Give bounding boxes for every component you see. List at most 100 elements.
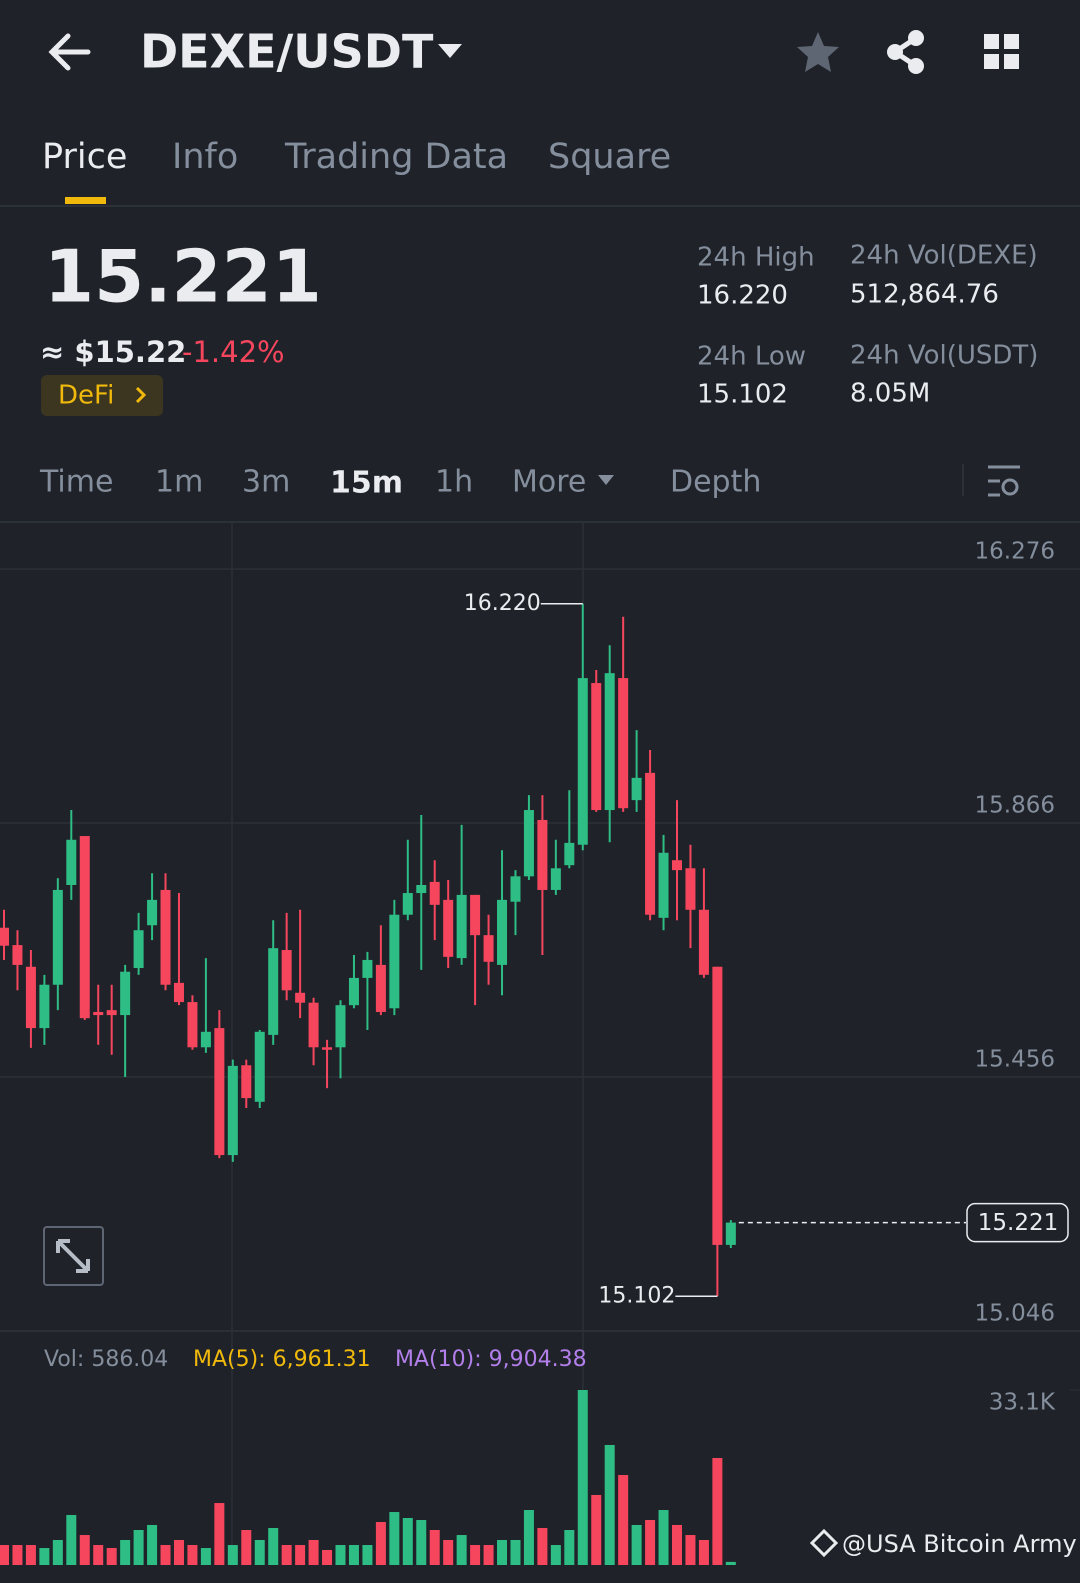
candle-body [537,819,548,890]
volume-bar [416,1520,427,1565]
y-tick-label: 33.1K [989,1390,1056,1416]
volume-bar [510,1539,521,1565]
candle-body [362,959,373,978]
interval-tab[interactable]: 1h [435,465,473,500]
candle-body [160,889,171,985]
interval-tab[interactable]: Depth [670,465,761,500]
annotation-label: 16.220 [464,591,541,616]
volume-bar [631,1524,642,1565]
candle-body [685,868,696,910]
volume-bar [52,1539,63,1565]
interval-tab[interactable]: 1m [155,465,203,500]
candle-body [510,876,521,902]
legend-entry: MA(5): 6,961.31 [193,1347,371,1372]
volume-bar [214,1503,225,1565]
candle-body [52,889,63,985]
grid-menu-icon[interactable] [984,34,1019,69]
volume-bar [618,1475,629,1565]
volume-bar [456,1535,467,1565]
candle-body [227,1065,238,1156]
pair-title[interactable]: DEXE/USDT [140,25,434,79]
candle-body [308,1002,319,1048]
more-dropdown[interactable] [598,475,614,485]
volume-bar [389,1512,400,1565]
price-change: -1.42% [182,335,285,369]
interval-tab[interactable]: 3m [242,465,290,500]
candle-body [712,966,723,1245]
candle-body [254,1031,265,1102]
candle-body [147,899,158,926]
candle-body [577,678,588,845]
volume-bar [591,1495,602,1565]
interval-tab[interactable]: More [512,465,586,500]
candle-body [120,971,131,1016]
candle-body [725,1222,736,1245]
candle-body [133,930,144,969]
pair-dropdown[interactable] [438,44,462,58]
volume-bar [254,1539,265,1565]
chart-settings-icon[interactable] [988,465,1020,497]
volume-bar [604,1444,615,1565]
volume-bar [658,1510,669,1565]
candle-body [173,982,184,1003]
tag-label[interactable]: DeFi [58,381,114,411]
stat-value: 512,864.76 [850,280,999,310]
expand-button[interactable] [43,1226,104,1286]
volume-bar [25,1545,36,1565]
back-button[interactable] [48,33,91,71]
volume-bar [402,1517,413,1565]
candle-body [658,852,669,918]
share-icon[interactable] [887,30,924,74]
volume-chart: Vol: 586.04 MA(5): 6,961.31 MA(10): 9,904.… [0,1347,1080,1565]
volume-bar [523,1510,534,1565]
volume-bar [160,1545,171,1565]
interval-tab[interactable]: Time [39,465,113,500]
candle-body [672,860,682,871]
stat-value: 16.220 [697,281,788,311]
favorite-icon[interactable] [797,32,839,72]
interval-tab[interactable]: 15m [330,466,403,501]
volume-bar [322,1549,333,1565]
candle-body [631,777,642,801]
candle-body [698,909,709,975]
volume-bar [227,1545,238,1565]
stat-value: 8.05M [850,379,930,409]
candle-body [564,842,575,866]
candle-body [618,678,629,809]
candle-body [429,881,440,905]
tag-chip[interactable] [41,375,163,416]
volume-bar [685,1535,696,1565]
tab[interactable]: Price [42,137,127,177]
candle-body [187,1002,198,1048]
volume-bar [348,1545,359,1565]
candle-body [550,868,561,890]
candle-body [443,899,454,957]
y-tick-label: 16.276 [975,539,1055,565]
volume-bar [429,1530,440,1565]
y-tick-label: 15.456 [975,1047,1055,1073]
candle-body [295,992,306,1003]
tab[interactable]: Square [548,137,671,177]
tab-indicator [65,197,106,204]
last-price-label: 15.221 [978,1210,1058,1236]
stat-value: 15.102 [697,380,788,410]
volume-bar [362,1545,373,1565]
candle-body [645,772,656,915]
last-price-box [966,1202,1069,1243]
tag-arrow[interactable] [135,386,147,404]
volume-bar [66,1514,77,1565]
volume-bar [106,1548,117,1565]
candle-body [106,1010,117,1016]
stat-label: 24h Low [697,342,806,372]
volume-bar [295,1545,306,1565]
volume-bar [187,1545,198,1565]
y-tick-label: 15.866 [975,793,1055,819]
tab[interactable]: Trading Data [284,137,508,177]
volume-bar [133,1530,144,1565]
volume-bar [173,1539,184,1565]
expand-icon[interactable] [56,1239,90,1273]
stat-label: 24h High [697,243,815,273]
volume-bar [443,1539,454,1565]
volume-bar [672,1524,682,1565]
tab[interactable]: Info [172,137,238,177]
